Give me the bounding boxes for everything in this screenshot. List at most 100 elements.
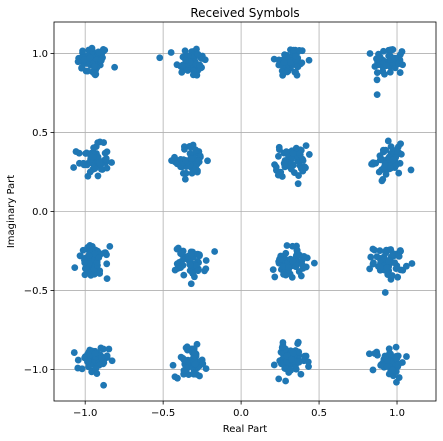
scatter-point [91, 70, 99, 78]
scatter-point [179, 261, 186, 269]
scatter-point [182, 56, 189, 64]
scatter-point [191, 165, 199, 173]
scatter-point [97, 344, 105, 352]
scatter-point [366, 50, 374, 57]
scatter-point [190, 67, 198, 75]
scatter-point [393, 354, 401, 362]
scatter-point [378, 177, 386, 185]
scatter-point [195, 157, 202, 165]
scatter-point [91, 349, 99, 357]
scatter-point [386, 164, 394, 171]
scatter-point [292, 52, 300, 60]
scatter-point [380, 47, 387, 55]
scatter-point [289, 242, 296, 250]
scatter-point [392, 265, 400, 273]
scatter-point [178, 68, 186, 76]
scatter-point [387, 246, 395, 253]
scatter-point [95, 254, 103, 262]
scatter-point [395, 169, 403, 177]
scatter-point [74, 356, 82, 364]
scatter-point [74, 364, 82, 372]
scatter-point [196, 252, 203, 260]
scatter-point [295, 172, 302, 179]
scatter-point [97, 165, 105, 173]
x-axis-label: Real Part [223, 424, 268, 435]
y-tick-label: 0.5 [32, 128, 48, 139]
x-tick-label: 0.5 [311, 408, 327, 419]
scatter-point [188, 155, 196, 163]
scatter-point [191, 349, 199, 356]
x-tick-label: −1.0 [73, 408, 97, 419]
scatter-point [391, 54, 399, 62]
scatter-point [192, 262, 200, 269]
scatter-point [397, 140, 404, 148]
scatter-point [90, 144, 98, 152]
scatter-point [299, 155, 306, 163]
scatter-point [100, 139, 108, 146]
scatter-point [270, 361, 278, 369]
scatter-point [211, 248, 219, 255]
scatter-point [270, 55, 278, 63]
scatter-point [96, 267, 104, 275]
scatter-point [293, 246, 301, 254]
scatter-point [373, 91, 381, 98]
scatter-point [301, 352, 308, 360]
scatter-point [274, 171, 282, 179]
scatter-point [384, 137, 392, 145]
scatter-point [277, 360, 285, 368]
scatter-point [295, 46, 303, 54]
scatter-point [179, 354, 187, 362]
x-tick-label: 0.0 [233, 408, 249, 419]
scatter-point [305, 151, 313, 158]
scatter-point [103, 275, 111, 283]
scatter-point [373, 253, 381, 261]
scatter-point [391, 259, 399, 267]
scatter-point [180, 367, 188, 374]
scatter-point [173, 61, 181, 69]
scatter-point [187, 280, 195, 288]
scatter-point [275, 152, 282, 160]
scatter-point [283, 68, 291, 76]
scatter-point [202, 257, 210, 264]
scatter-point [167, 49, 175, 56]
scatter-point [402, 262, 410, 270]
scatter-point [278, 344, 286, 351]
scatter-point [179, 61, 187, 69]
scatter-point [70, 164, 78, 171]
scatter-point [288, 355, 295, 363]
scatter-point [86, 168, 94, 176]
scatter-point [377, 361, 385, 369]
scatter-point [97, 354, 105, 362]
scatter-point [371, 246, 378, 254]
scatter-point [90, 63, 98, 70]
scatter-point [103, 260, 111, 268]
scatter-point [106, 242, 114, 250]
scatter-point [192, 146, 199, 154]
chart-title: Received Symbols [190, 6, 299, 20]
y-axis-label: Imaginary Part [6, 175, 17, 248]
scatter-point [95, 48, 102, 56]
scatter-point [194, 50, 202, 58]
scatter-point [376, 247, 384, 255]
scatter-point [88, 44, 96, 52]
scatter-point [272, 163, 280, 171]
scatter-point [70, 349, 78, 356]
scatter-point [280, 59, 288, 66]
scatter-point [298, 261, 306, 269]
scatter-point [386, 68, 394, 76]
scatter-point [374, 55, 382, 63]
scatter-point [282, 249, 290, 257]
scatter-point [196, 372, 203, 380]
scatter-point [180, 271, 188, 279]
scatter-point [394, 361, 402, 368]
scatter-point [385, 257, 393, 265]
scatter-point [394, 273, 402, 281]
scatter-point [196, 61, 204, 69]
scatter-point [186, 261, 194, 269]
scatter-point [191, 360, 199, 368]
scatter-point [387, 46, 395, 54]
scatter-point [388, 272, 396, 279]
scatter-point [202, 265, 210, 273]
scatter-point [72, 148, 80, 155]
x-tick-label: 1.0 [389, 408, 405, 419]
